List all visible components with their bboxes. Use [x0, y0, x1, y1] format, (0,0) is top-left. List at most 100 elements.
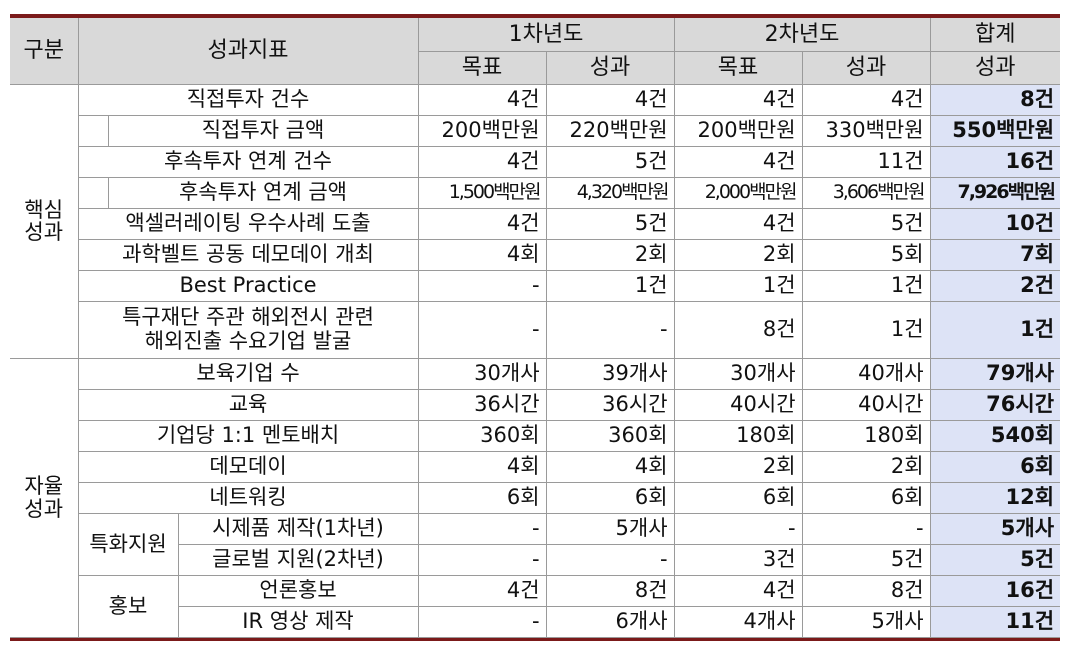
- header-y1-target: 목표: [418, 51, 547, 85]
- group-auto-line1: 자율: [24, 474, 64, 499]
- cell-y1-result: 4건: [546, 84, 675, 116]
- cell-y2-result: 1건: [802, 301, 931, 359]
- table-row: 액셀러레이팅 우수사례 도출 4건 5건 4건 5건 10건: [10, 208, 1061, 240]
- table-row: 후속투자 연계 건수 4건 5건 4건 11건 16건: [10, 146, 1061, 178]
- cell-y1-target: -: [418, 606, 547, 638]
- cell-y2-target: 2,000백만원: [674, 177, 803, 209]
- cell-y2-result: 180회: [802, 420, 931, 452]
- group-core-line2: 성과: [24, 220, 64, 244]
- performance-table-container: 구분 성과지표 1차년도 2차년도 합계 목표 성과 목표 성과 성과 핵심 성…: [10, 14, 1061, 641]
- cell-y1-result: 36시간: [546, 389, 675, 421]
- cell-y1-result: 4회: [546, 451, 675, 483]
- cell-y1-result: 5건: [546, 208, 675, 240]
- table-row: 네트워킹 6회 6회 6회 6회 12회: [10, 482, 1061, 514]
- cell-y2-target: 3건: [674, 544, 803, 576]
- table-row: 기업당 1:1 멘토배치 360회 360회 180회 180회 540회: [10, 420, 1061, 452]
- cell-y1-target: 6회: [418, 482, 547, 514]
- indent-spacer: [78, 115, 109, 147]
- table-row: 과학벨트 공동 데모데이 개최 4회 2회 2회 5회 7회: [10, 239, 1061, 271]
- subgroup-pr: 홍보: [78, 575, 179, 638]
- row-label: 기업당 1:1 멘토배치: [78, 420, 419, 452]
- header-year2: 2차년도: [674, 18, 931, 52]
- cell-y1-target: 200백만원: [418, 115, 547, 147]
- table-row: 특구재단 주관 해외전시 관련 해외진출 수요기업 발굴 - - 8건 1건 1…: [10, 301, 1061, 359]
- cell-y2-target: 4건: [674, 146, 803, 178]
- cell-total: 550백만원: [930, 115, 1061, 147]
- row-label: 보육기업 수: [78, 358, 419, 390]
- cell-y2-target: 200백만원: [674, 115, 803, 147]
- table-row: 데모데이 4회 4회 2회 2회 6회: [10, 451, 1061, 483]
- header-y2-result: 성과: [802, 51, 931, 85]
- cell-y1-target: -: [418, 513, 547, 545]
- table-row: 직접투자 금액 200백만원 220백만원 200백만원 330백만원 550백…: [10, 115, 1061, 147]
- table-row: IR 영상 제작 - 6개사 4개사 5개사 11건: [10, 606, 1061, 638]
- table-row: Best Practice - 1건 1건 1건 2건: [10, 270, 1061, 302]
- cell-y2-result: 1건: [802, 270, 931, 302]
- cell-total: 11건: [930, 606, 1061, 638]
- row-label: 직접투자 건수: [78, 84, 419, 116]
- row-label: 언론홍보: [178, 575, 419, 607]
- cell-y1-target: 1,500백만원: [418, 177, 547, 209]
- cell-y2-result: -: [802, 513, 931, 545]
- cell-y2-result: 5건: [802, 544, 931, 576]
- header-category: 구분: [10, 18, 79, 85]
- cell-y2-target: -: [674, 513, 803, 545]
- table-row: 자율 성과 보육기업 수 30개사 39개사 30개사 40개사 79개사: [10, 357, 1061, 638]
- group-core: 핵심 성과: [10, 84, 79, 359]
- cell-y1-result: 2회: [546, 239, 675, 271]
- cell-y1-result: 5건: [546, 146, 675, 178]
- cell-y2-target: 4건: [674, 208, 803, 240]
- cell-y2-result: 40시간: [802, 389, 931, 421]
- row-label: 후속투자 연계 건수: [78, 146, 419, 178]
- cell-y1-target: 30개사: [418, 358, 547, 390]
- cell-y1-result: 8건: [546, 575, 675, 607]
- table-row: 핵심 성과 직접투자 건수 4건 4건 4건 4건 8건: [10, 84, 1061, 359]
- cell-y2-target: 6회: [674, 482, 803, 514]
- cell-y2-result: 330백만원: [802, 115, 931, 147]
- cell-total: 12회: [930, 482, 1061, 514]
- cell-y2-target: 180회: [674, 420, 803, 452]
- row-label-line2: 해외진출 수요기업 발굴: [144, 328, 352, 353]
- cell-y1-target: 4건: [418, 575, 547, 607]
- cell-y2-target: 4건: [674, 575, 803, 607]
- cell-y2-result: 8건: [802, 575, 931, 607]
- cell-y1-target: 4회: [418, 451, 547, 483]
- row-label: 직접투자 금액: [108, 115, 419, 147]
- row-label: 교육: [78, 389, 419, 421]
- cell-y1-target: 4건: [418, 146, 547, 178]
- table-row: 특화지원 시제품 제작(1차년) - 5개사 - - 5개사: [10, 513, 1061, 576]
- cell-y2-result: 5회: [802, 239, 931, 271]
- cell-total: 76시간: [930, 389, 1061, 421]
- cell-y2-result: 2회: [802, 451, 931, 483]
- cell-y1-target: 4회: [418, 239, 547, 271]
- cell-total: 16건: [930, 146, 1061, 178]
- cell-y2-target: 4건: [674, 84, 803, 116]
- cell-y1-target: 36시간: [418, 389, 547, 421]
- cell-y2-result: 6회: [802, 482, 931, 514]
- row-label: IR 영상 제작: [178, 606, 419, 638]
- cell-total: 5개사: [930, 513, 1061, 545]
- header-total-result: 성과: [930, 51, 1061, 85]
- cell-y2-result: 5건: [802, 208, 931, 240]
- table-row: 글로벌 지원(2차년) - - 3건 5건 5건: [10, 544, 1061, 576]
- cell-total: 8건: [930, 84, 1061, 116]
- header-y1-result: 성과: [546, 51, 675, 85]
- cell-y1-result: 5개사: [546, 513, 675, 545]
- cell-y1-target: -: [418, 544, 547, 576]
- cell-total: 7회: [930, 239, 1061, 271]
- group-auto-line2: 성과: [24, 496, 64, 521]
- row-label: 액셀러레이팅 우수사례 도출: [78, 208, 419, 240]
- row-label: Best Practice: [78, 270, 419, 302]
- row-label: 후속투자 연계 금액: [108, 177, 419, 209]
- cell-total: 2건: [930, 270, 1061, 302]
- cell-total: 16건: [930, 575, 1061, 607]
- cell-y2-result: 3,606백만원: [802, 177, 931, 209]
- cell-total: 540회: [930, 420, 1061, 452]
- row-label: 글로벌 지원(2차년): [178, 544, 419, 576]
- performance-table: 구분 성과지표 1차년도 2차년도 합계 목표 성과 목표 성과 성과 핵심 성…: [10, 18, 1061, 638]
- top-rule: [10, 14, 1060, 18]
- cell-y2-result: 4건: [802, 84, 931, 116]
- cell-y2-target: 4개사: [674, 606, 803, 638]
- cell-y1-target: -: [418, 270, 547, 302]
- cell-y1-result: 1건: [546, 270, 675, 302]
